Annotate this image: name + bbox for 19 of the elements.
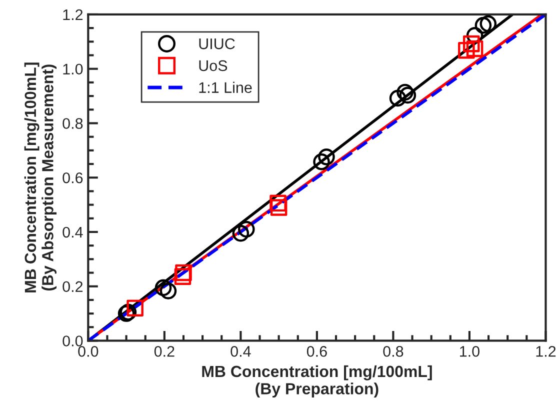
legend-label: 1:1 Line <box>199 82 252 93</box>
x-tick-label: 0.2 <box>154 346 174 357</box>
y-tick-label: 0.6 <box>62 172 83 184</box>
x-tick-label: 0.0 <box>78 346 98 357</box>
x-axis-title: MB Concentration [mg/100mL] (By Preparation) <box>202 365 432 398</box>
y-tick-label: 0.8 <box>62 118 83 129</box>
y-tick-label: 1.2 <box>63 9 83 20</box>
x-tick-label: 0.8 <box>383 346 404 357</box>
y-axis-title: MB Concentration [mg/100mL] (By Absorption Measurement) <box>24 62 57 292</box>
x-tick-label: 0.6 <box>306 346 327 357</box>
y-tick-label: 0.0 <box>62 336 83 346</box>
y-tick-label: 0.4 <box>62 226 83 238</box>
x-tick-label: 1.2 <box>536 346 556 357</box>
y-tick-label: 1.0 <box>63 64 83 75</box>
x-tick-label: 0.4 <box>230 346 251 357</box>
legend-label: UoS <box>199 60 228 72</box>
y-tick-label: 0.2 <box>62 281 83 292</box>
x-tick-label: 1.0 <box>460 346 480 357</box>
legend-label: UIUC <box>199 38 235 50</box>
